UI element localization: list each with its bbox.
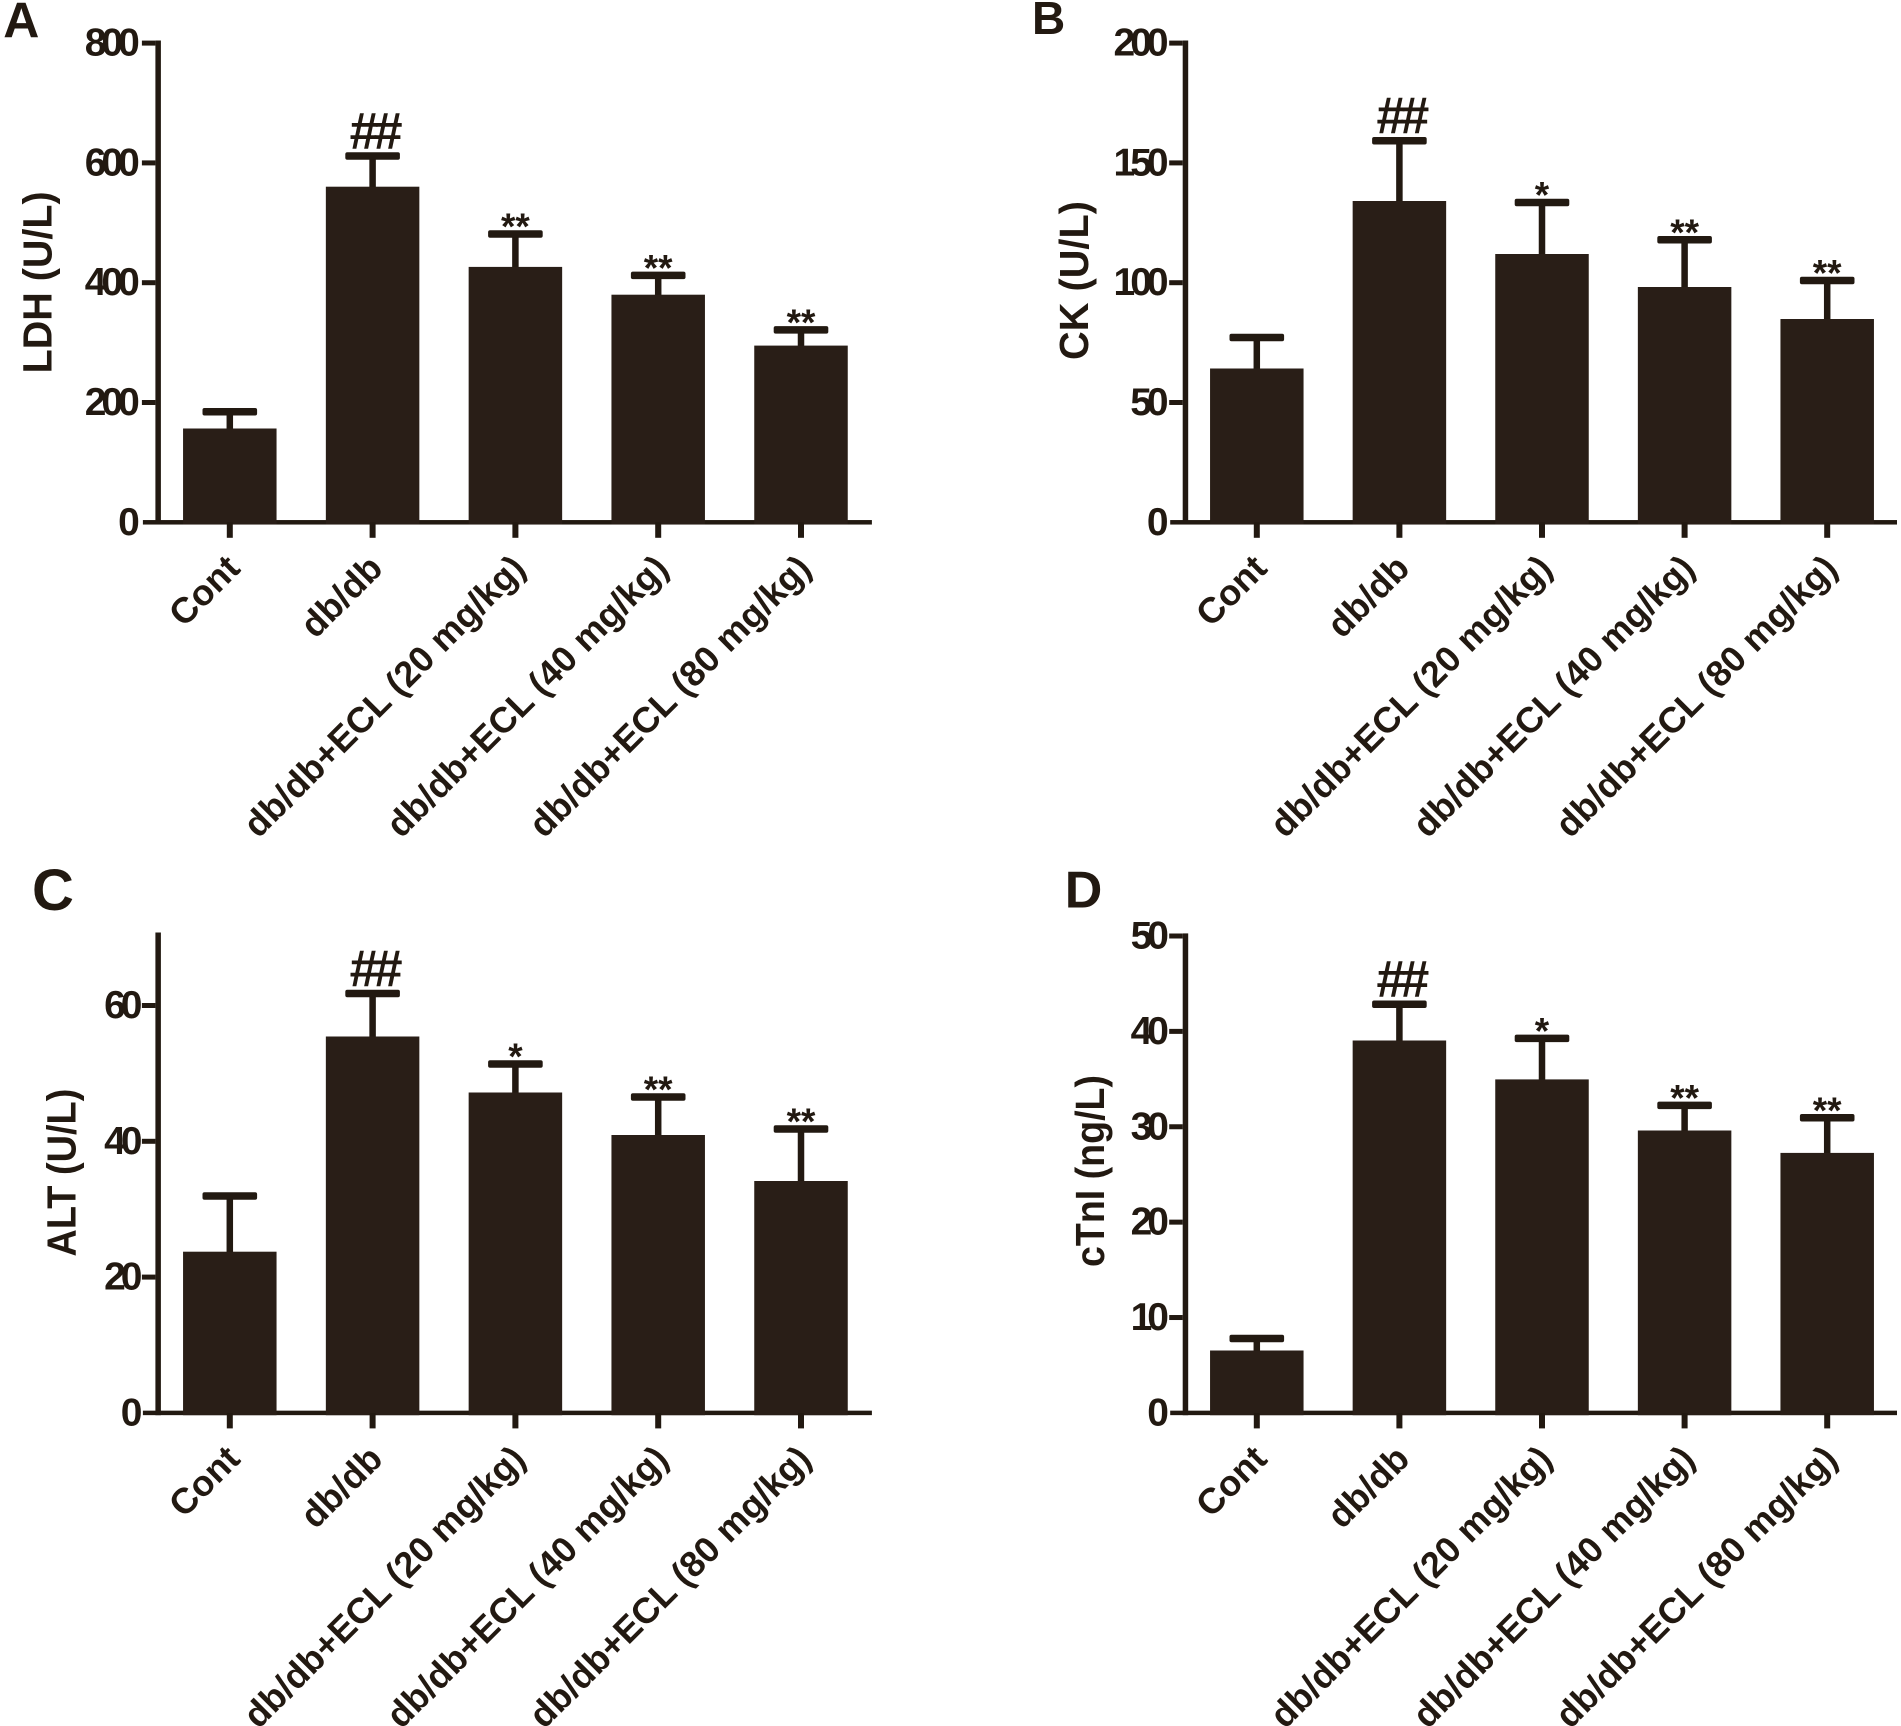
svg-text:**: ** [501, 206, 530, 247]
svg-text:50: 50 [1130, 381, 1168, 424]
svg-text:20: 20 [1131, 1201, 1169, 1244]
svg-text:10: 10 [1131, 1296, 1169, 1339]
svg-text:100: 100 [1114, 261, 1168, 304]
svg-text:*: * [1535, 175, 1550, 216]
svg-text:##: ## [1376, 87, 1429, 145]
svg-text:**: ** [1670, 1077, 1699, 1118]
svg-text:**: ** [1813, 1090, 1842, 1131]
svg-text:40: 40 [104, 1120, 142, 1163]
svg-text:CK (U/L): CK (U/L) [1051, 201, 1097, 360]
svg-text:30: 30 [1131, 1105, 1169, 1148]
svg-text:20: 20 [104, 1256, 142, 1299]
svg-text:*: * [508, 1036, 523, 1077]
svg-text:600: 600 [85, 141, 139, 184]
svg-text:LDH (U/L): LDH (U/L) [15, 191, 61, 373]
svg-text:150: 150 [1114, 141, 1168, 184]
svg-text:400: 400 [85, 261, 139, 304]
svg-text:B: B [1032, 0, 1065, 44]
svg-text:40: 40 [1131, 1010, 1169, 1053]
svg-text:**: ** [787, 1101, 816, 1142]
svg-text:50: 50 [1131, 915, 1169, 958]
svg-text:A: A [3, 0, 39, 49]
svg-text:200: 200 [85, 381, 139, 424]
svg-text:##: ## [350, 102, 403, 160]
svg-text:##: ## [1376, 951, 1429, 1009]
svg-text:**: ** [1813, 253, 1842, 294]
svg-text:200: 200 [1114, 22, 1168, 65]
svg-text:##: ## [350, 940, 403, 998]
svg-text:cTnI (ng/L): cTnI (ng/L) [1067, 1075, 1113, 1267]
svg-text:60: 60 [104, 984, 142, 1027]
svg-text:800: 800 [85, 22, 139, 65]
svg-text:**: ** [644, 247, 673, 288]
svg-text:ALT (U/L): ALT (U/L) [39, 1089, 85, 1257]
svg-text:**: ** [1670, 212, 1699, 253]
svg-text:**: ** [787, 302, 816, 343]
svg-text:C: C [32, 858, 74, 923]
svg-text:*: * [1535, 1010, 1550, 1051]
svg-text:**: ** [644, 1069, 673, 1110]
svg-text:D: D [1065, 861, 1103, 919]
